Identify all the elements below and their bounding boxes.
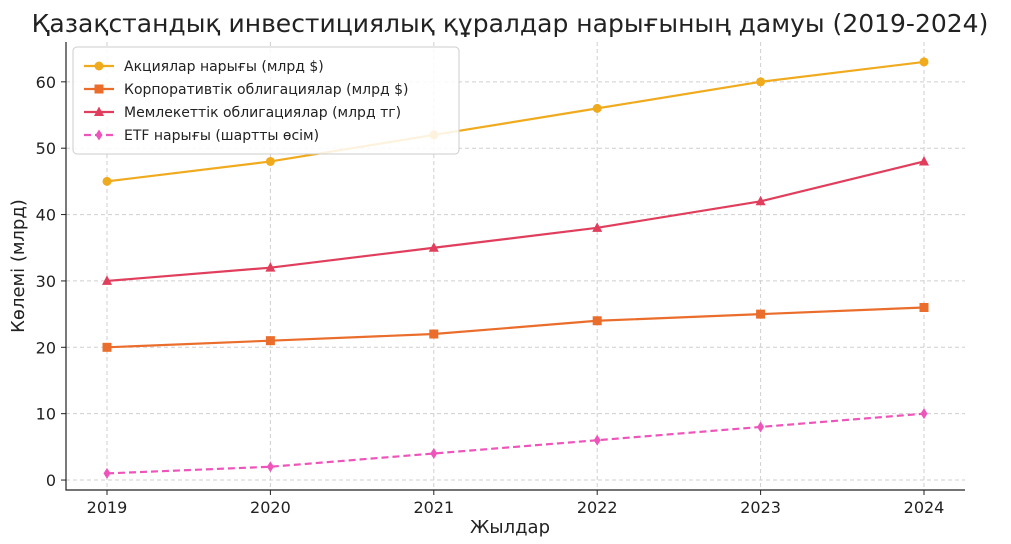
data-point (265, 336, 275, 346)
series-1 (102, 57, 929, 186)
data-point (756, 77, 766, 87)
data-point (430, 447, 438, 459)
data-point (265, 262, 276, 272)
series-line (106, 60, 925, 183)
data-point (266, 461, 274, 473)
y-axis-label: Көлемі (млрд) (8, 199, 29, 333)
data-point (592, 103, 602, 113)
y-tick-label: 40 (36, 206, 56, 225)
data-point (592, 316, 602, 326)
data-point (429, 329, 439, 339)
y-tick-label: 30 (36, 272, 56, 291)
legend-swatch-marker (94, 106, 104, 116)
axes (65, 42, 965, 491)
legend-swatch-marker (95, 129, 103, 141)
legend-label: Акциялар нарығы (млрд $) (124, 59, 324, 75)
series-line (106, 160, 925, 283)
x-tick-label: 2024 (904, 498, 945, 517)
data-point (919, 155, 929, 166)
data-point (919, 302, 929, 312)
data-point (919, 57, 929, 67)
data-point (920, 408, 928, 420)
data-point (102, 275, 112, 285)
data-point (756, 309, 766, 319)
legend-item: Акциялар нарығы (млрд $) (84, 59, 324, 75)
legend-item: ETF нарығы (шартты өсім) (84, 128, 319, 144)
legend: Акциялар нарығы (млрд $) Корпоративтік об… (72, 46, 460, 155)
data-point (757, 421, 765, 433)
legend-label: Корпоративтік облигациялар (млрд $) (124, 82, 408, 98)
chart-title: Қазақстандық инвестициялық құралдар нары… (32, 9, 989, 38)
x-tick-label: 2022 (577, 498, 618, 517)
series-3 (102, 155, 929, 285)
x-axis-label: Жылдар (470, 517, 550, 538)
legend-label: Мемлекеттік облигациялар (млрд тг) (124, 105, 401, 121)
ticks: 0 10 20 30 40 50 60 2019 2020 2021 2022 2023 2024 (36, 73, 945, 517)
x-tick-label: 2019 (87, 498, 128, 517)
legend-box (72, 46, 460, 155)
series-line (106, 306, 925, 349)
x-tick-label: 2021 (413, 498, 454, 517)
series-line (106, 412, 925, 475)
x-tick-label: 2023 (740, 498, 781, 517)
y-tick-label: 60 (36, 73, 56, 92)
legend-item: Мемлекеттік облигациялар (млрд тг) (84, 105, 401, 121)
axis-spines (65, 42, 965, 491)
legend-swatch-marker (94, 61, 104, 71)
series-layer (102, 57, 929, 479)
data-point (593, 434, 601, 446)
data-point (265, 156, 275, 166)
y-tick-label: 20 (36, 338, 56, 357)
data-point (102, 176, 112, 186)
data-point (103, 467, 111, 479)
series-4 (103, 408, 928, 479)
x-tick-label: 2020 (250, 498, 291, 517)
legend-swatch-marker (94, 84, 104, 94)
data-point (592, 222, 603, 232)
y-tick-label: 0 (46, 471, 56, 490)
data-point (428, 242, 439, 252)
data-point (755, 195, 766, 206)
data-point (102, 342, 112, 352)
legend-label: ETF нарығы (шартты өсім) (124, 128, 319, 144)
legend-item: Корпоративтік облигациялар (млрд $) (84, 82, 408, 98)
y-tick-label: 50 (36, 139, 56, 158)
series-2 (102, 302, 929, 352)
y-tick-label: 10 (36, 405, 56, 424)
